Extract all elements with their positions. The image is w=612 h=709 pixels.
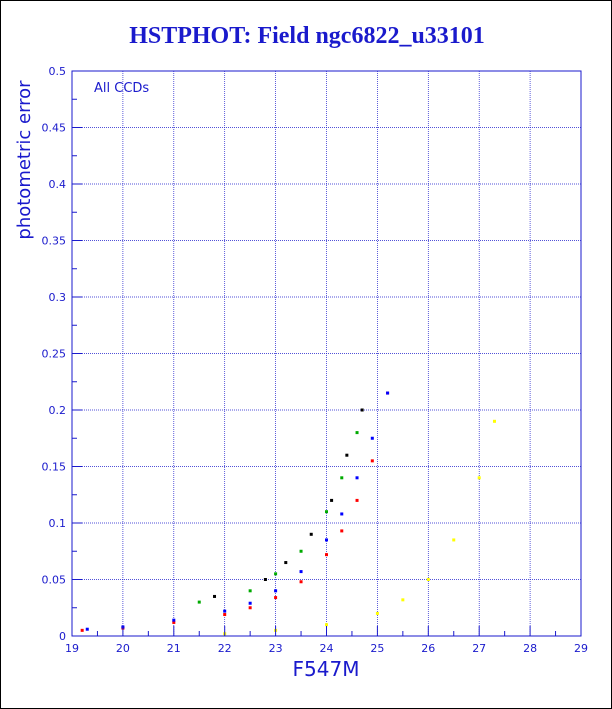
- y-tick-label: 0.45: [42, 122, 67, 135]
- x-tick-label: 24: [320, 642, 334, 655]
- data-point: [213, 594, 217, 598]
- data-point: [340, 529, 344, 533]
- y-tick-label: 0.5: [49, 65, 67, 78]
- data-point: [330, 498, 334, 502]
- data-point: [325, 553, 328, 557]
- data-point: [223, 613, 227, 617]
- data-point: [340, 476, 344, 480]
- x-tick-label: 25: [370, 642, 384, 655]
- y-tick-label: 0.3: [49, 291, 67, 304]
- data-point: [263, 578, 267, 581]
- data-point: [325, 538, 328, 542]
- panel-annotation: All CCDs: [94, 81, 149, 96]
- data-point: [325, 623, 328, 627]
- grid: [72, 71, 581, 636]
- y-tick-label: 0.15: [42, 461, 67, 474]
- data-point: [274, 589, 278, 593]
- data-point: [370, 436, 374, 440]
- x-tick-label: 29: [574, 642, 588, 655]
- data-point: [375, 611, 379, 615]
- data-point: [299, 549, 303, 553]
- data-point: [426, 578, 430, 581]
- data-point: [309, 532, 313, 536]
- x-tick-label: 23: [269, 642, 283, 655]
- data-point: [223, 609, 227, 613]
- x-tick-label: 19: [65, 642, 79, 655]
- data-point: [401, 598, 405, 602]
- data-point: [248, 606, 252, 610]
- y-tick-label: 0.1: [49, 517, 67, 530]
- data-point: [274, 596, 278, 600]
- data-points: [80, 391, 496, 636]
- y-tick-label: 0.35: [42, 235, 67, 248]
- data-point: [355, 431, 359, 435]
- x-tick-label: 28: [523, 642, 537, 655]
- data-point: [492, 419, 496, 423]
- x-tick-label: 22: [218, 642, 232, 655]
- data-point: [85, 627, 89, 631]
- y-axis-label: photometric error: [14, 80, 35, 240]
- data-point: [274, 572, 278, 576]
- x-tick-label: 27: [472, 642, 486, 655]
- data-point: [172, 618, 176, 622]
- x-tick-label: 21: [167, 642, 181, 655]
- data-point: [355, 498, 359, 502]
- data-point: [355, 476, 359, 480]
- y-tick-label: 0.25: [42, 348, 67, 361]
- y-tick-label: 0.05: [42, 574, 67, 587]
- tick-labels: 19 20 21 22 23 24 25 26 27 28 29 0 0.05 0.1 0.15 0.2 0.2…: [42, 65, 589, 655]
- data-point: [360, 408, 364, 412]
- data-point: [299, 570, 303, 574]
- data-point: [248, 601, 252, 605]
- data-point: [340, 512, 344, 516]
- y-tick-label: 0: [59, 630, 66, 643]
- data-point: [248, 589, 252, 593]
- data-point: [197, 600, 201, 604]
- data-point: [80, 628, 84, 632]
- x-axis-label: F547M: [293, 657, 360, 681]
- y-tick-label: 0.4: [49, 178, 67, 191]
- data-point: [452, 538, 456, 542]
- data-point: [172, 620, 176, 624]
- chart-title: HSTPHOT: Field ngc6822_u33101: [129, 23, 485, 49]
- data-point: [284, 561, 288, 565]
- data-point: [370, 459, 374, 463]
- data-point: [477, 476, 481, 480]
- data-point: [325, 510, 328, 514]
- y-tick-label: 0.2: [49, 404, 67, 417]
- data-point: [299, 580, 303, 584]
- x-tick-label: 26: [421, 642, 435, 655]
- x-tick-label: 20: [116, 642, 130, 655]
- data-point: [345, 453, 349, 457]
- data-point: [386, 391, 390, 395]
